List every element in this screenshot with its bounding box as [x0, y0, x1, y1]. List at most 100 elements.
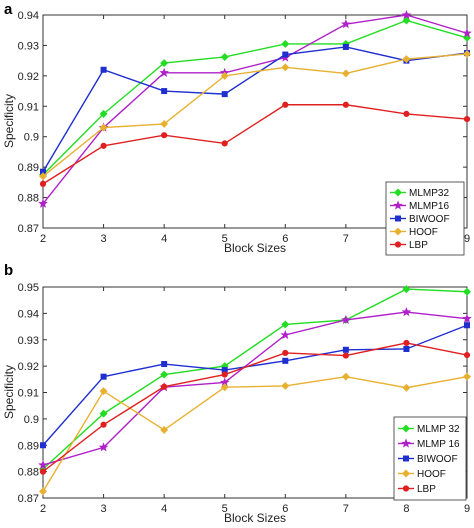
data-point [403, 110, 410, 117]
data-point [160, 119, 169, 128]
legend-marker [394, 227, 402, 236]
legend-marker [394, 188, 402, 197]
series-lbp [39, 101, 471, 187]
series-hoof [39, 372, 471, 496]
x-tick-label: 7 [343, 233, 349, 245]
data-point [39, 468, 47, 475]
data-point [160, 59, 169, 68]
data-point [462, 313, 472, 323]
data-point [282, 357, 289, 364]
y-tick-label: 0.95 [18, 282, 39, 294]
data-point [341, 314, 351, 325]
data-point [463, 351, 471, 359]
series-line [42, 311, 468, 466]
x-tick-label: 2 [40, 503, 46, 515]
legend-label: BIWOOF [417, 454, 458, 465]
x-tick-label: 5 [222, 503, 228, 515]
legend-label: MLMP16 [409, 201, 449, 212]
data-point [38, 459, 48, 470]
series-line [42, 375, 468, 492]
legend: MLMP32 MLMP16 BIWOOF HOOF LBP [385, 181, 465, 256]
legend-marker [402, 485, 410, 492]
x-tick-label: 9 [464, 503, 470, 515]
series-line [42, 46, 468, 173]
y-tick-label: 0.87 [18, 493, 39, 505]
x-tick-label: 3 [101, 503, 107, 515]
legend-item: HOOF [398, 469, 446, 480]
data-point [401, 307, 412, 317]
data-point [282, 101, 289, 108]
legend: MLMP 32 MLMP 16 BIWOOF HOOF LBP [393, 416, 467, 501]
x-tick-label: 8 [403, 503, 409, 515]
legend-marker [401, 438, 411, 448]
data-point [39, 487, 47, 496]
legend-marker [395, 215, 401, 222]
series-mlmp16 [38, 9, 472, 208]
y-tick-label: 0.89 [18, 440, 39, 452]
x-tick-label: 6 [282, 503, 288, 515]
data-point [160, 425, 169, 434]
legend-marker [393, 200, 403, 210]
data-point [401, 9, 412, 20]
series-hoof [39, 49, 471, 181]
legend-label: LBP [417, 484, 436, 495]
x-tick-label: 6 [282, 233, 288, 245]
data-point [220, 383, 229, 392]
data-point [220, 53, 229, 61]
data-point [464, 322, 470, 329]
series-mlmp32 [39, 16, 471, 179]
data-point [280, 329, 291, 340]
data-point [39, 180, 47, 187]
legend-item: MLMP 16 [398, 438, 460, 450]
legend-label: MLMP32 [409, 188, 449, 199]
y-tick-label: 0.9 [24, 132, 39, 144]
data-point [220, 71, 229, 80]
chart-panel-b: b 0.87 0.88 0.89 0.9 0.91 0.92 0.93 0.94 0.95 2 3 4 5… [2, 262, 472, 525]
chart-panel-a: a0.870.880.890.90.910.920.930.9423456789… [2, 1, 472, 256]
data-point [160, 370, 169, 379]
legend-item: LBP [398, 484, 436, 495]
data-point [99, 409, 108, 418]
y-tick-label: 0.93 [18, 40, 39, 52]
data-point [282, 349, 289, 357]
x-tick-label: 3 [101, 233, 107, 245]
y-tick-label: 0.94 [18, 308, 39, 320]
panel-letter: a [4, 1, 13, 18]
legend-item: LBP [390, 240, 428, 251]
data-point [161, 88, 168, 95]
data-point [99, 109, 108, 118]
x-axis-label: Block Sizes [224, 241, 286, 255]
series-line [42, 19, 468, 176]
legend-marker [402, 424, 410, 433]
y-axis-label: Specificity [2, 365, 16, 419]
y-tick-label: 0.88 [18, 467, 39, 479]
data-point [463, 372, 471, 381]
series-line [42, 53, 468, 177]
panel-letter: b [4, 262, 13, 279]
legend-label: HOOF [417, 469, 446, 480]
data-point [100, 66, 107, 73]
data-point [161, 132, 168, 139]
data-point [402, 383, 411, 392]
series-line [42, 14, 468, 205]
data-point [463, 287, 471, 296]
data-point [161, 383, 168, 390]
data-point [342, 101, 349, 108]
data-point [402, 285, 411, 294]
series-line [42, 342, 468, 473]
data-point [40, 442, 46, 449]
data-point [342, 43, 349, 50]
legend-label: BIWOOF [409, 214, 450, 225]
data-point [402, 55, 411, 64]
data-point [403, 339, 410, 347]
data-point [221, 91, 228, 98]
x-axis-label: Block Sizes [224, 511, 286, 525]
series-lbp [39, 339, 471, 475]
data-point [403, 345, 410, 352]
legend-marker [402, 469, 410, 478]
legend-item: BIWOOF [398, 454, 458, 465]
legend-item: MLMP16 [390, 200, 449, 212]
data-point [463, 115, 471, 123]
data-point [281, 63, 290, 72]
data-point [161, 361, 168, 368]
